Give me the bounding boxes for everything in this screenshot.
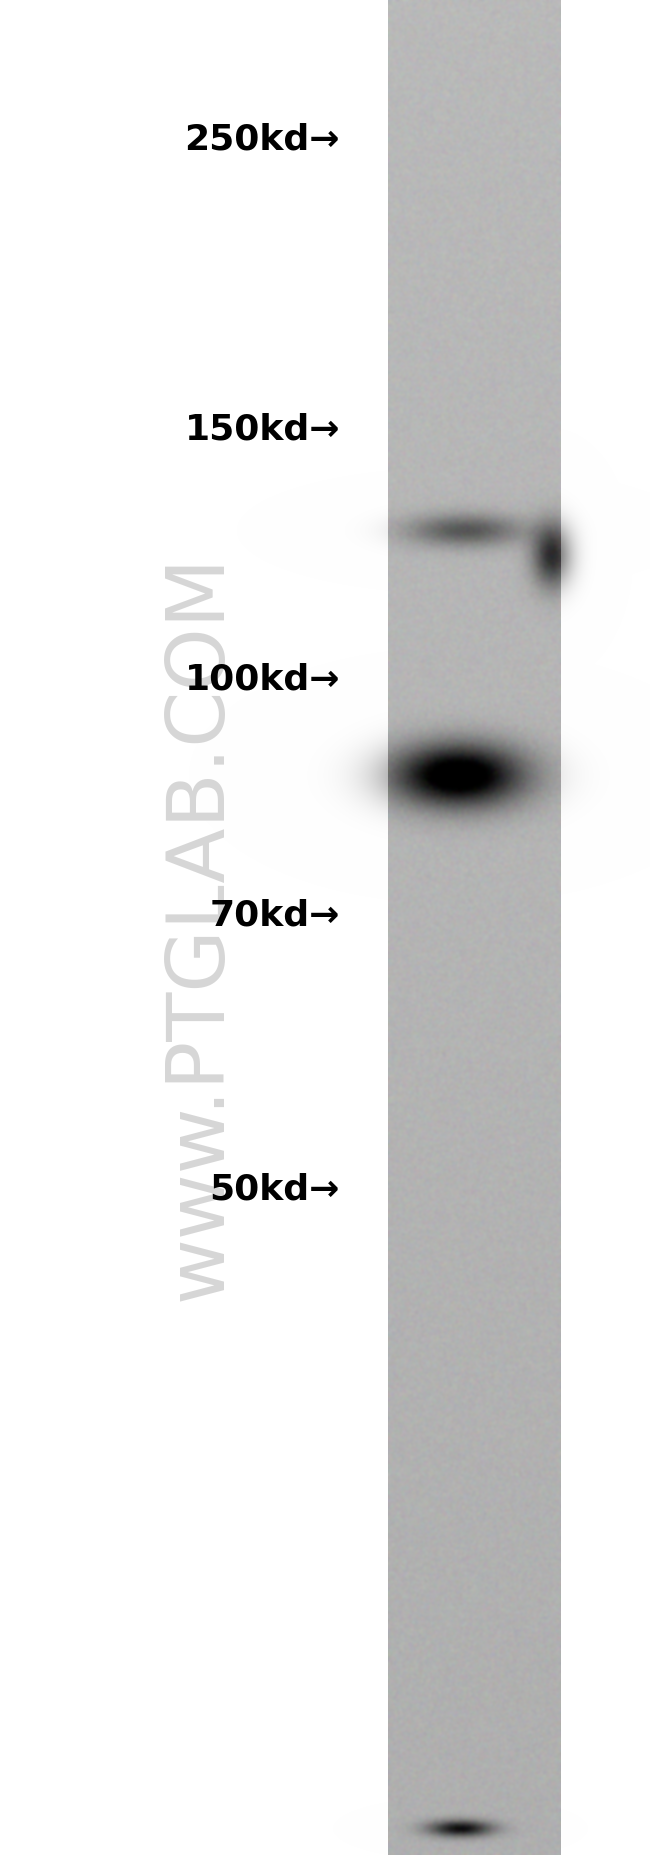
Text: 50kd→: 50kd→ bbox=[209, 1172, 340, 1208]
Text: 250kd→: 250kd→ bbox=[185, 122, 340, 158]
Text: 70kd→: 70kd→ bbox=[209, 898, 340, 931]
Text: 100kd→: 100kd→ bbox=[185, 662, 340, 697]
Text: 150kd→: 150kd→ bbox=[185, 414, 340, 447]
Text: www.PTGLAB.COM: www.PTGLAB.COM bbox=[161, 555, 239, 1300]
